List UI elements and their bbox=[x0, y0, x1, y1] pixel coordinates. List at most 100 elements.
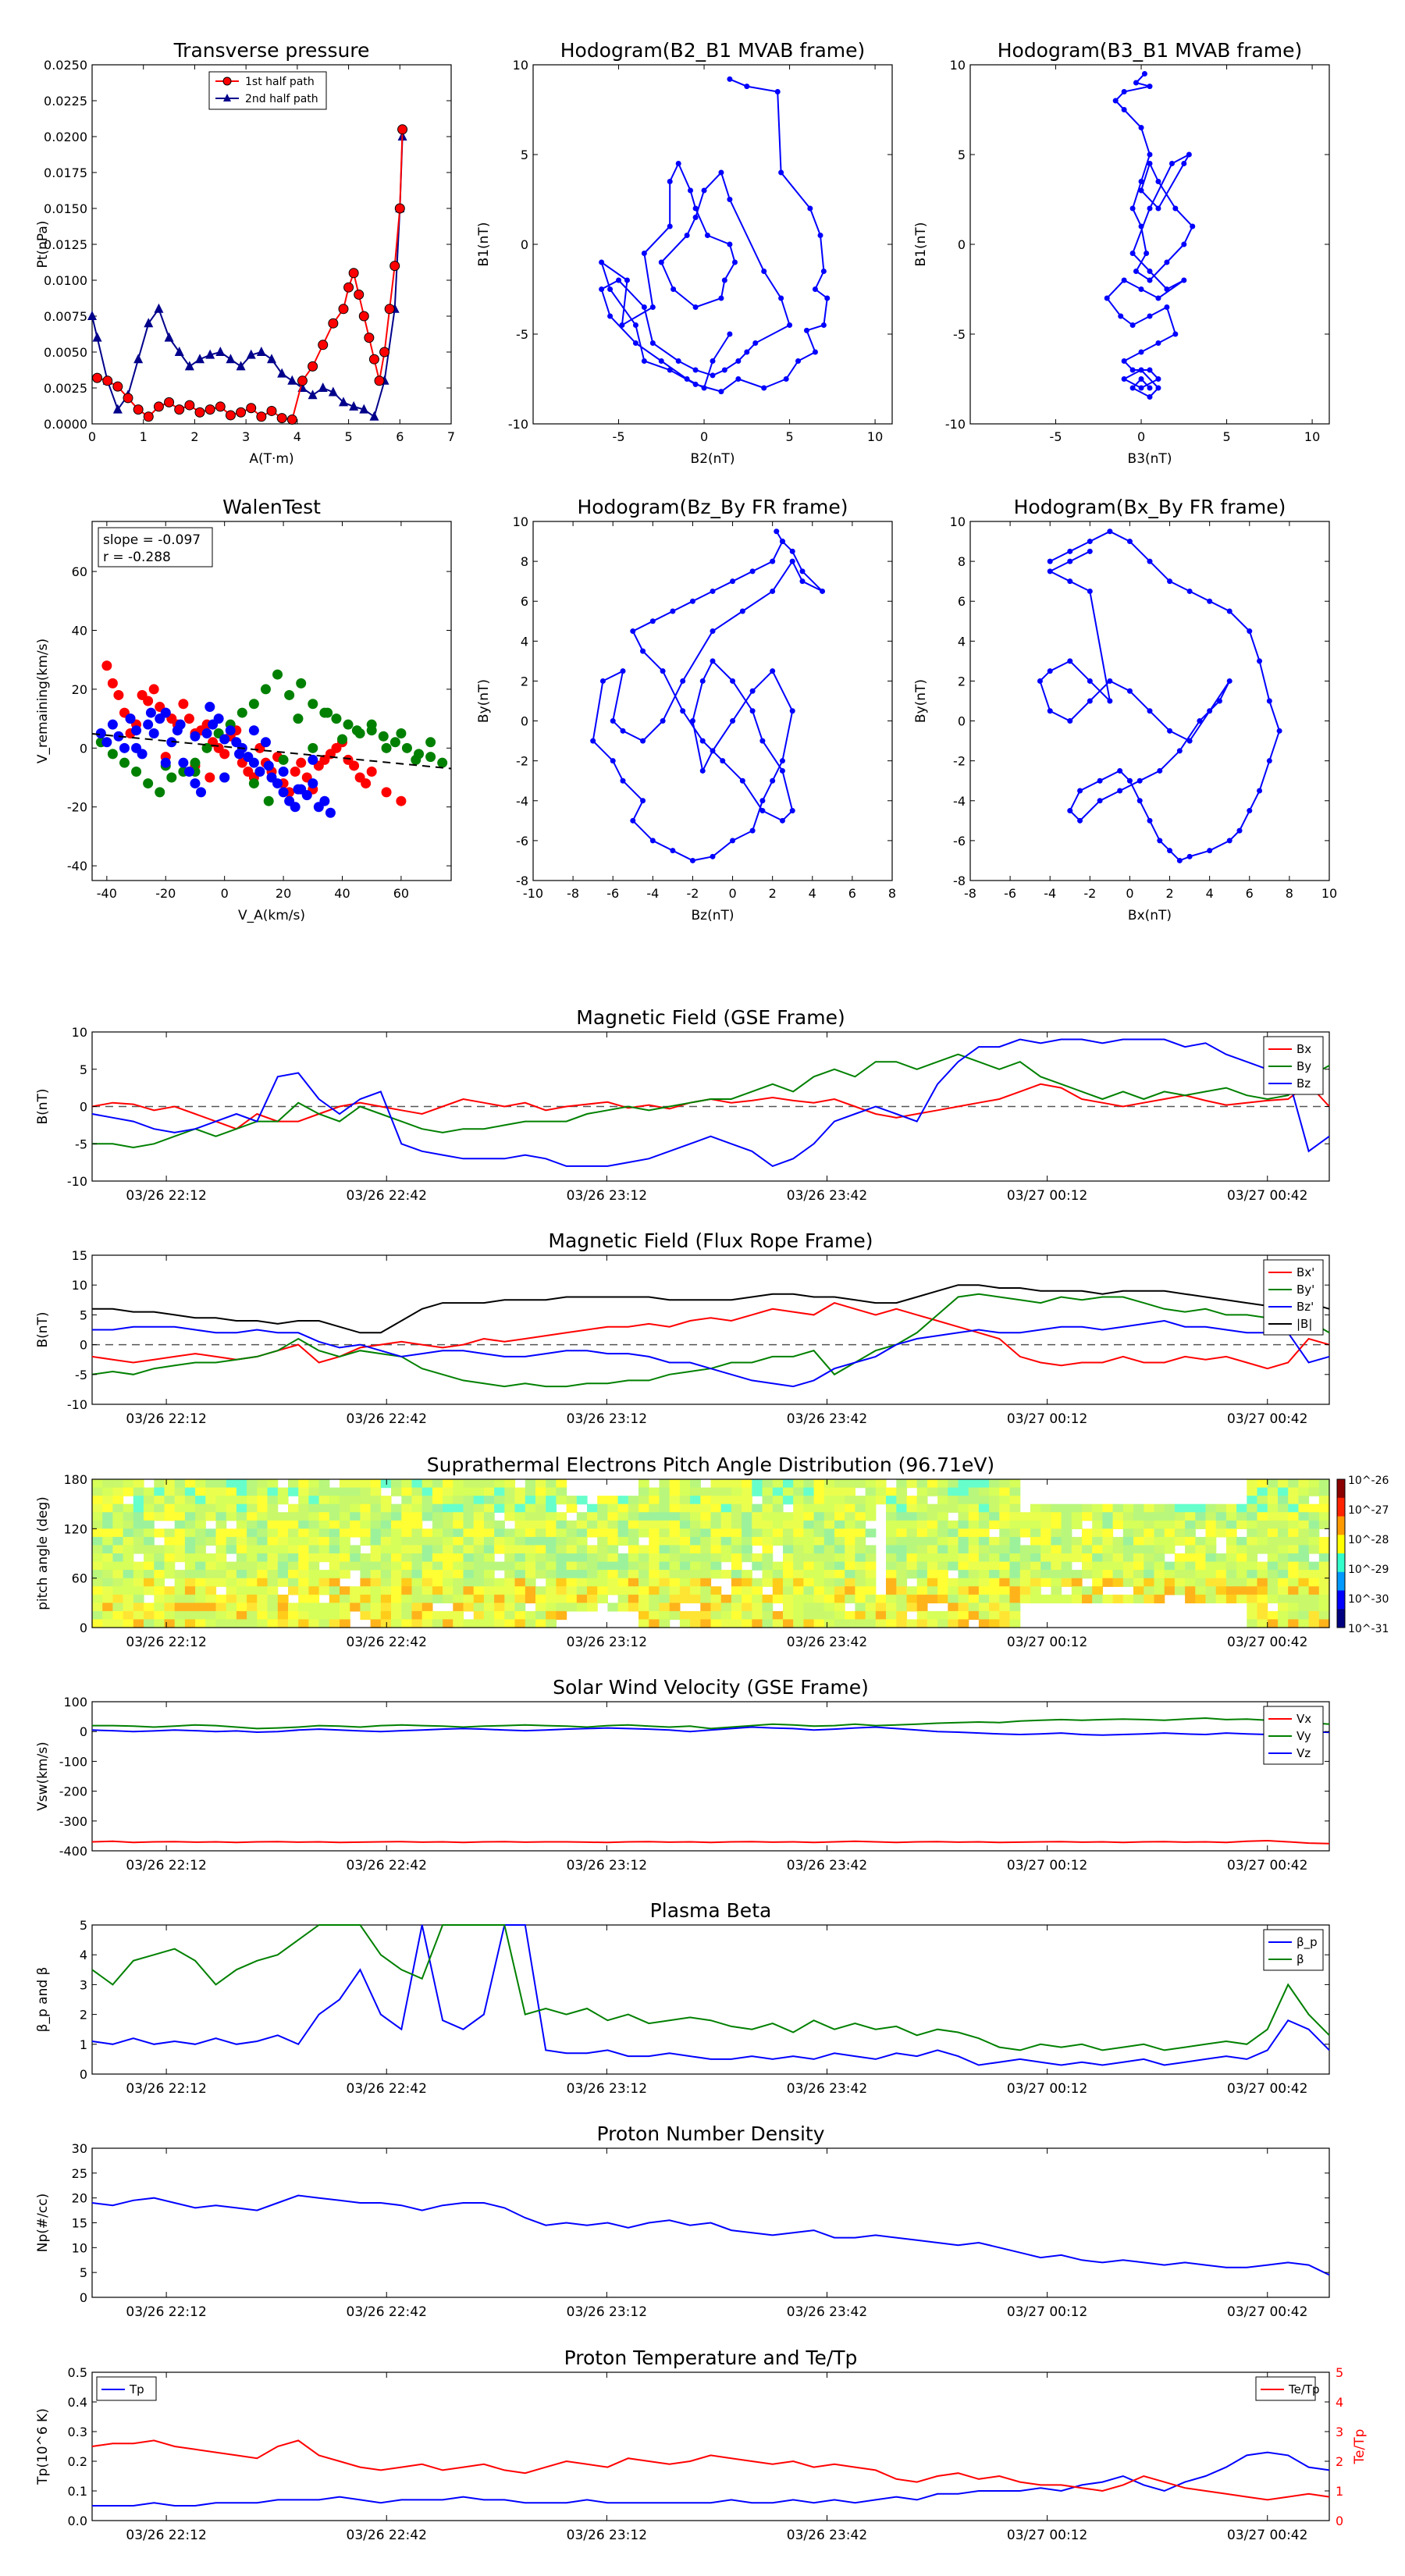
heatmap-cell bbox=[1092, 1528, 1103, 1538]
heatmap-cell bbox=[989, 1561, 1000, 1571]
hodogram-point bbox=[824, 295, 831, 301]
walen-point bbox=[349, 760, 360, 771]
data-point-2nd-half bbox=[92, 332, 102, 342]
heatmap-cell bbox=[731, 1570, 742, 1579]
heatmap-cell bbox=[845, 1536, 855, 1546]
heatmap-cell bbox=[1009, 1479, 1021, 1489]
heatmap-cell bbox=[401, 1610, 413, 1621]
heatmap-cell bbox=[927, 1578, 938, 1587]
heatmap-cell bbox=[1009, 1496, 1021, 1505]
time-tick-label: 03/26 23:42 bbox=[787, 1635, 867, 1650]
heatmap-cell bbox=[556, 1528, 567, 1538]
heatmap-cell bbox=[92, 1610, 103, 1621]
heatmap-cell bbox=[958, 1496, 969, 1505]
heatmap-cell bbox=[164, 1512, 176, 1521]
hodogram-point bbox=[749, 827, 756, 834]
heatmap-cell bbox=[823, 1586, 835, 1596]
heatmap-cell bbox=[463, 1553, 475, 1563]
heatmap-cell bbox=[999, 1503, 1011, 1513]
walen-point bbox=[381, 742, 392, 753]
heatmap-cell bbox=[638, 1528, 649, 1538]
heatmap-cell bbox=[1133, 1520, 1144, 1529]
heatmap-cell bbox=[370, 1512, 382, 1521]
y-tick-label: 0 bbox=[958, 237, 966, 252]
hodogram-point bbox=[1138, 367, 1144, 373]
heatmap-cell bbox=[1308, 1503, 1320, 1513]
heatmap-cell bbox=[1298, 1487, 1310, 1496]
y-axis-label: B1(nT) bbox=[476, 222, 492, 267]
heatmap-cell bbox=[340, 1479, 350, 1489]
heatmap-cell bbox=[845, 1496, 855, 1505]
heatmap-cell bbox=[535, 1536, 546, 1546]
heatmap-cell bbox=[1225, 1594, 1237, 1603]
heatmap-cell bbox=[690, 1578, 701, 1587]
heatmap-cell bbox=[607, 1553, 619, 1563]
heatmap-cell bbox=[906, 1479, 918, 1489]
heatmap-cell bbox=[978, 1520, 990, 1529]
y-tick-label: 0.0100 bbox=[44, 273, 87, 288]
heatmap-cell bbox=[638, 1586, 649, 1596]
hodogram-point bbox=[718, 295, 724, 301]
heatmap-cell bbox=[1195, 1594, 1207, 1603]
heatmap-cell bbox=[783, 1496, 794, 1505]
heatmap-cell bbox=[308, 1512, 320, 1521]
heatmap-cell bbox=[1112, 1578, 1124, 1587]
heatmap-cell bbox=[401, 1570, 413, 1579]
data-point-1st-half bbox=[374, 375, 385, 386]
hodogram-point bbox=[1155, 385, 1161, 391]
heatmap-cell bbox=[823, 1619, 835, 1628]
heatmap-cell bbox=[453, 1479, 464, 1489]
heatmap-cell bbox=[1247, 1586, 1258, 1596]
hodogram-point bbox=[1147, 817, 1153, 824]
heatmap-cell bbox=[391, 1553, 402, 1563]
heatmap-cell bbox=[257, 1594, 269, 1603]
heatmap-cell bbox=[937, 1545, 948, 1554]
walen-point bbox=[101, 660, 112, 671]
heatmap-cell bbox=[1278, 1496, 1289, 1505]
heatmap-cell bbox=[483, 1610, 495, 1621]
heatmap-cell bbox=[329, 1536, 340, 1546]
heatmap-cell bbox=[215, 1603, 227, 1612]
heatmap-cell bbox=[144, 1496, 155, 1505]
heatmap-cell bbox=[793, 1603, 804, 1612]
heatmap-cell bbox=[834, 1570, 845, 1579]
chart-solar-wind-velocity: Solar Wind Velocity (GSE Frame)-400-300-… bbox=[35, 1676, 1330, 1873]
heatmap-cell bbox=[473, 1594, 485, 1603]
heatmap-cell bbox=[710, 1586, 722, 1596]
heatmap-cell bbox=[793, 1570, 804, 1579]
heatmap-cell bbox=[391, 1561, 402, 1571]
heatmap-cell bbox=[659, 1479, 670, 1489]
heatmap-cell bbox=[803, 1553, 815, 1563]
heatmap-cell bbox=[504, 1545, 516, 1554]
hodogram-point bbox=[1207, 848, 1213, 854]
heatmap-cell bbox=[762, 1553, 774, 1563]
heatmap-cell bbox=[514, 1528, 526, 1538]
y-tick-label: 0 bbox=[80, 741, 87, 756]
heatmap-cell bbox=[267, 1570, 279, 1579]
heatmap-cell bbox=[288, 1545, 299, 1554]
heatmap-cell bbox=[916, 1553, 928, 1563]
y-tick-label: 20 bbox=[72, 2191, 87, 2206]
heatmap-cell bbox=[483, 1594, 495, 1603]
legend-label: Bx bbox=[1297, 1042, 1311, 1056]
heatmap-cell bbox=[649, 1586, 660, 1596]
hodogram-point bbox=[1207, 708, 1213, 714]
chart-title: Hodogram(Bx_By FR frame) bbox=[1014, 496, 1286, 518]
hodogram-point bbox=[1138, 179, 1144, 184]
data-point-1st-half bbox=[112, 381, 123, 392]
heatmap-cell bbox=[1051, 1528, 1062, 1538]
heatmap-cell bbox=[133, 1536, 144, 1546]
heatmap-cell bbox=[318, 1487, 330, 1496]
heatmap-cell bbox=[1318, 1570, 1330, 1579]
heatmap-cell bbox=[380, 1479, 392, 1489]
heatmap-cell bbox=[205, 1603, 217, 1612]
heatmap-cell bbox=[288, 1619, 299, 1628]
heatmap-cell bbox=[184, 1536, 196, 1546]
heatmap-cell bbox=[1288, 1487, 1299, 1496]
heatmap-cell bbox=[576, 1536, 588, 1546]
heatmap-cell bbox=[267, 1619, 279, 1628]
heatmap-cell bbox=[783, 1545, 794, 1554]
heatmap-cell bbox=[1257, 1520, 1268, 1529]
walen-point bbox=[190, 778, 201, 789]
heatmap-cell bbox=[752, 1553, 763, 1563]
